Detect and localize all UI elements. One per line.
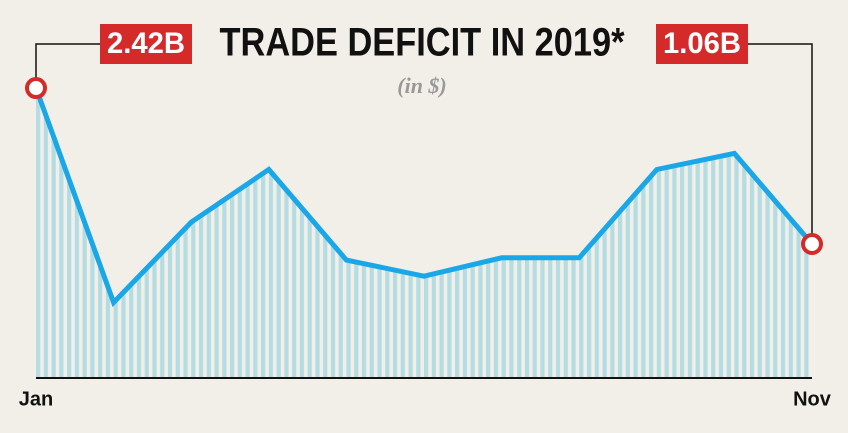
point-marker bbox=[25, 77, 47, 100]
point-marker bbox=[801, 233, 823, 256]
chart-title: TRADE DEFICIT IN 2019* bbox=[220, 21, 625, 65]
value-label-box bbox=[100, 24, 192, 64]
value-label: 2.42B bbox=[107, 27, 185, 60]
line bbox=[33, 87, 814, 308]
area bbox=[36, 88, 812, 378]
chart-subtitle: (in $) bbox=[397, 73, 447, 98]
x-tick-label: Jan bbox=[19, 388, 53, 410]
callout-line bbox=[35, 43, 100, 89]
value-label: 1.06B bbox=[663, 27, 741, 60]
x-tick-label: Nov bbox=[793, 388, 832, 410]
plot-area: Jan Nov 2.42B 1.06B bbox=[19, 24, 832, 410]
value-label-box bbox=[656, 24, 748, 64]
callout-line bbox=[748, 43, 813, 245]
